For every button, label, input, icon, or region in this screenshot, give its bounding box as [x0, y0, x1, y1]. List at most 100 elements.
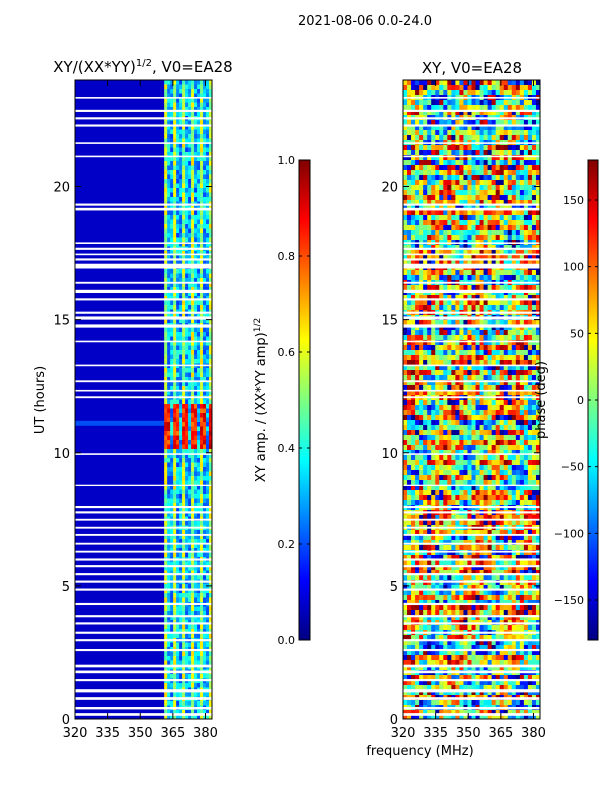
- phase-flagged-band: [403, 207, 540, 211]
- phase-flagged-band: [403, 511, 540, 514]
- x-tick-label: 320: [63, 726, 88, 741]
- y-tick-label: 15: [53, 314, 70, 329]
- y-tick-label: 15: [381, 314, 398, 329]
- amp-flagged-band: [75, 142, 212, 144]
- phase-flagged-band: [403, 533, 540, 536]
- colorbar-tick-label: 0.6: [278, 346, 296, 359]
- amp-flagged-band: [75, 631, 212, 634]
- colorbar-tick-label: −50: [561, 461, 584, 474]
- figure-xlabel: frequency (MHz): [366, 744, 473, 759]
- amp-flagged-band: [75, 679, 212, 682]
- phase-flagged-band: [403, 518, 540, 521]
- amp-plot-frame: [74, 79, 213, 720]
- colorbar-tick-label: 0: [577, 394, 584, 407]
- colorbar-tick-label: 150: [563, 194, 584, 207]
- phase-flagged-band: [403, 664, 540, 668]
- phase-flagged-band: [403, 298, 540, 301]
- amp-flagged-band: [75, 258, 212, 261]
- amp-y-axis: 0 5 10 15 20: [53, 181, 212, 728]
- phase-flagged-band: [403, 364, 540, 367]
- phase-flagged-bands: [403, 97, 540, 716]
- x-tick-label: 380: [521, 726, 546, 741]
- amp-flagged-band: [75, 263, 212, 269]
- y-tick-label: 0: [62, 713, 70, 728]
- amp-ylabel: UT (hours): [33, 366, 48, 434]
- x-tick-label: 380: [193, 726, 218, 741]
- phase-flagged-band: [403, 484, 540, 487]
- phase-flagged-band: [403, 573, 540, 576]
- amp-flagged-band: [75, 670, 212, 674]
- phase-flagged-band: [403, 670, 540, 674]
- phase-flagged-band: [403, 707, 540, 710]
- amp-flagged-band: [75, 622, 212, 625]
- phase-flagged-band: [403, 97, 540, 99]
- amp-flagged-band: [75, 124, 212, 127]
- phase-colorbar: −150 −100 −50 0 50 100 150: [554, 159, 599, 641]
- phase-flagged-band: [403, 526, 540, 529]
- phase-flagged-band: [403, 506, 540, 509]
- phase-flagged-band: [403, 324, 540, 328]
- amp-flagged-band: [75, 713, 212, 716]
- x-tick-label: 335: [423, 726, 448, 741]
- phase-colorbar-ticks: −150 −100 −50 0 50 100 150: [554, 194, 598, 607]
- phase-flagged-band: [403, 558, 540, 561]
- phase-flagged-band: [403, 311, 540, 314]
- colorbar-tick-label: 0.0: [278, 634, 296, 647]
- phase-flagged-band: [403, 631, 540, 634]
- colorbar-tick-label: 100: [563, 261, 584, 274]
- y-tick-label: 5: [390, 580, 398, 595]
- amp-panel-title: XY/(XX*YY)1/2, V0=EA28: [53, 58, 232, 76]
- amp-flagged-band: [75, 565, 212, 568]
- y-tick-label: 20: [381, 181, 398, 196]
- phase-flagged-band: [403, 588, 540, 591]
- amp-flagged-band: [75, 615, 212, 618]
- amp-flagged-band: [75, 311, 212, 314]
- y-tick-label: 10: [381, 447, 398, 462]
- phase-flagged-band: [403, 316, 540, 320]
- y-tick-label: 20: [53, 181, 70, 196]
- amp-flagged-band: [75, 97, 212, 99]
- amp-flagged-band: [75, 324, 212, 328]
- amp-panel: XY/(XX*YY)1/2, V0=EA28 320 335 350 365 380 0…: [33, 58, 233, 741]
- phase-flagged-band: [403, 389, 540, 392]
- phase-flagged-band: [403, 639, 540, 642]
- amp-colorbar-gradient: [299, 160, 310, 640]
- phase-flagged-band: [403, 117, 540, 120]
- phase-flagged-band: [403, 542, 540, 545]
- amp-flagged-band: [75, 109, 212, 112]
- x-tick-label: 350: [456, 726, 481, 741]
- amp-flagged-band: [75, 281, 212, 284]
- amp-flagged-band: [75, 648, 212, 652]
- figure-suptitle: 2021-08-06 0.0-24.0: [298, 14, 432, 29]
- amp-flagged-band: [75, 573, 212, 576]
- amp-flagged-band: [75, 298, 212, 301]
- phase-colorbar-gradient: [588, 160, 598, 640]
- phase-flagged-band: [403, 247, 540, 250]
- phase-flagged-band: [403, 242, 540, 245]
- y-tick-label: 0: [390, 713, 398, 728]
- phase-flagged-band: [403, 155, 540, 158]
- amp-flagged-band: [75, 242, 212, 245]
- x-tick-label: 365: [488, 726, 513, 741]
- amp-flagged-band: [75, 316, 212, 320]
- amp-x-axis: 320 335 350 365 380: [63, 80, 218, 741]
- x-tick-label: 335: [95, 726, 120, 741]
- amp-heatmap: [75, 80, 212, 719]
- phase-flagged-band: [403, 713, 540, 716]
- phase-flagged-band: [403, 453, 540, 455]
- phase-flagged-band: [403, 697, 540, 700]
- phase-flagged-band: [403, 109, 540, 112]
- amp-flagged-band: [75, 253, 212, 256]
- amp-flagged-band: [75, 484, 212, 487]
- phase-flagged-band: [403, 396, 540, 399]
- x-tick-label: 350: [128, 726, 153, 741]
- amp-flagged-band: [75, 664, 212, 668]
- phase-flagged-band: [403, 689, 540, 693]
- phase-flagged-band: [403, 289, 540, 293]
- amp-flagged-band: [75, 247, 212, 250]
- phase-plot-frame: [402, 79, 541, 720]
- phase-flagged-band: [403, 622, 540, 625]
- amp-flagged-band: [75, 580, 212, 583]
- x-tick-label: 365: [160, 726, 185, 741]
- amp-flagged-band: [75, 289, 212, 293]
